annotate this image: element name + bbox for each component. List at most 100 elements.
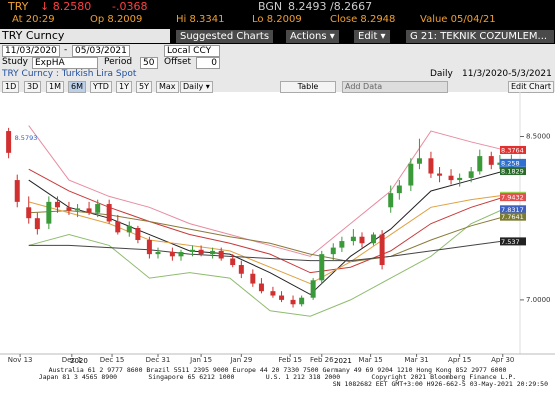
candle-body	[497, 162, 503, 165]
period-tab[interactable]: Max	[156, 81, 179, 93]
security-name: TRY Curncy : Turkish Lira Spot	[2, 69, 137, 79]
value-date: Value 05/04/21	[420, 14, 496, 25]
period-tab[interactable]: 5Y	[136, 81, 152, 93]
footer-line: Japan 81 3 4565 8900 Singapore 65 6212 1…	[38, 373, 517, 381]
period-value[interactable]: 50	[140, 57, 158, 69]
start-date[interactable]: 11/03/2020	[2, 45, 60, 57]
change: -.0368	[112, 0, 148, 13]
source: BGN	[258, 0, 283, 13]
candle-body	[155, 251, 161, 255]
period-label: Period	[104, 57, 133, 67]
price-badge-label: 7.537	[501, 238, 520, 246]
candle-body	[270, 291, 276, 296]
offset-label: Offset	[164, 57, 192, 67]
study-name[interactable]: ExpHA	[32, 57, 98, 69]
period-tab[interactable]: 3D	[24, 81, 42, 93]
x-tick-label: Mar 31	[404, 356, 428, 364]
x-tick-label: Mar 15	[358, 356, 382, 364]
candle-body	[75, 208, 81, 211]
candle-body	[310, 280, 316, 298]
year-label: 2021	[334, 357, 352, 365]
candle-body	[437, 173, 443, 176]
period-tab[interactable]: YTD	[90, 81, 112, 93]
x-tick-label: Apr 30	[491, 356, 514, 364]
price-badge	[500, 237, 526, 246]
candle-body	[115, 221, 121, 233]
price-badge-label: 7.9432	[501, 194, 524, 202]
candle-body	[279, 295, 285, 300]
candle-body	[230, 258, 236, 266]
period-tab[interactable]: 1Y	[116, 81, 132, 93]
candle-body	[146, 239, 152, 255]
time: At 20:29	[12, 14, 55, 25]
candle-body	[54, 201, 60, 208]
study-line	[28, 240, 503, 262]
offset-value[interactable]: 0	[196, 57, 220, 69]
x-tick-label: Apr 15	[448, 356, 471, 364]
candle-body	[210, 250, 216, 255]
currency[interactable]: Local CCY	[164, 45, 220, 57]
end-date[interactable]: 05/03/2021	[72, 45, 130, 57]
candle-body	[370, 234, 376, 244]
candle-body	[388, 193, 394, 208]
template-button[interactable]: G 21: TEKNIK COZUMLEM...	[406, 30, 554, 43]
candle-body	[408, 163, 414, 186]
candle-body	[26, 207, 32, 219]
y-tick-label: 8.5000	[526, 133, 551, 141]
suggested-charts-button[interactable]: Suggested Charts	[176, 30, 274, 43]
price-badge-label: 8.3764	[501, 146, 524, 154]
candle-body	[350, 236, 356, 242]
x-tick-label: Nov 13	[8, 356, 33, 364]
actions-button[interactable]: Actions ▾	[286, 30, 339, 43]
high-label: 8.5793	[15, 134, 38, 142]
chart: 7.0000 8.5000 Nov 13 Dec 1 Dec 15 Dec 31 Jan 1…	[0, 92, 555, 364]
candle-body	[95, 204, 101, 213]
edit-chart-button[interactable]: Edit Chart	[508, 81, 555, 93]
frequency-label: Daily	[430, 69, 453, 79]
candle-body	[258, 283, 264, 292]
price-badge-label: 8.1829	[501, 168, 524, 176]
period-tab[interactable]: 1D	[2, 81, 20, 93]
edit-button[interactable]: Edit ▾	[354, 30, 390, 43]
frequency-dropdown[interactable]: Daily ▾	[180, 81, 213, 93]
x-tick-label: Jan 29	[229, 356, 252, 364]
candle-body	[428, 158, 434, 174]
high: Hi 8.3341	[176, 14, 225, 25]
price-badge	[500, 193, 526, 202]
candle-body	[339, 241, 345, 248]
last-price: ↓ 8.2580	[40, 0, 92, 13]
x-tick-label: Feb 15	[278, 356, 302, 364]
candle-body	[66, 207, 72, 211]
bid-ask: 8.2493 /8.2667	[288, 0, 373, 13]
security-field[interactable]: TRY Curncy	[0, 29, 170, 43]
add-data-field[interactable]: Add Data	[342, 81, 448, 93]
period-tab[interactable]: 6M	[68, 81, 86, 93]
candle-body	[6, 131, 12, 153]
candle-body	[319, 254, 325, 281]
period-tab[interactable]: 1M	[46, 81, 64, 93]
study-label: Study	[2, 57, 28, 67]
study-line	[28, 209, 503, 317]
price-badge-label: 7.8317	[501, 206, 524, 214]
candle-body	[178, 251, 184, 257]
study-line	[28, 210, 503, 263]
candle-body	[379, 234, 385, 266]
candle-body	[218, 250, 224, 259]
study-line	[28, 170, 503, 296]
low: Lo 8.2009	[252, 14, 302, 25]
candle-body	[250, 273, 256, 284]
candle-body	[189, 249, 195, 252]
candle-body	[14, 180, 20, 202]
date-span: 11/3/2020-5/3/2021	[462, 69, 552, 79]
candle-body	[299, 297, 305, 305]
study-line	[28, 194, 503, 285]
price-badge	[500, 145, 526, 154]
price-badge	[500, 212, 526, 221]
candle-body	[396, 185, 402, 194]
table-button[interactable]: Table	[280, 81, 336, 93]
candle-body	[46, 201, 52, 224]
candle-body	[126, 225, 132, 233]
price-badge	[500, 167, 526, 176]
open: Op 8.2009	[90, 14, 143, 25]
price-badge-label: 7.7641	[501, 213, 524, 221]
